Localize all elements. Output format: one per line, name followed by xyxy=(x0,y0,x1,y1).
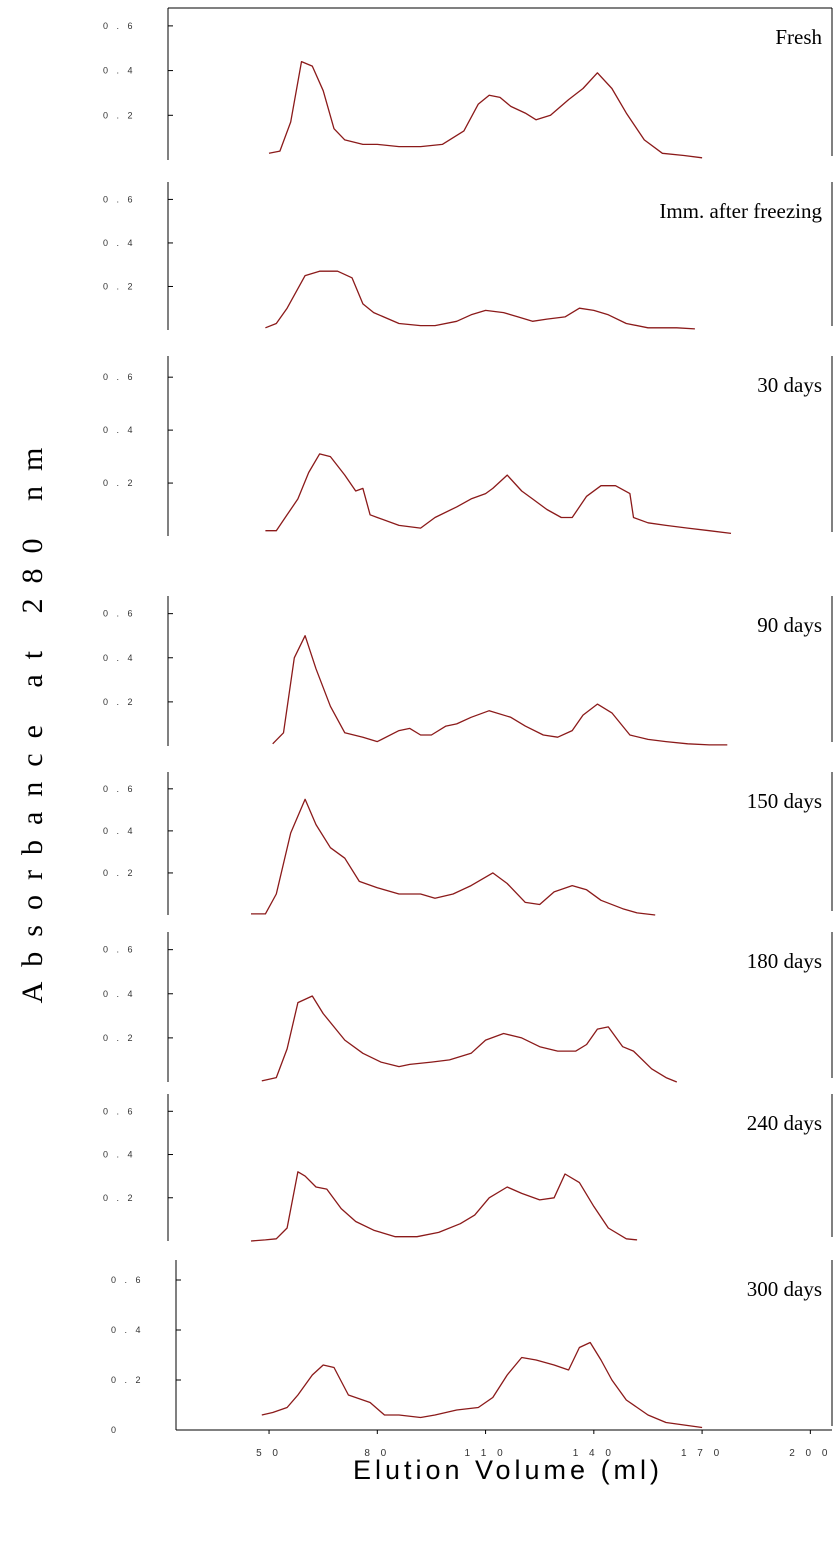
elution-trace xyxy=(269,62,702,158)
elution-trace xyxy=(262,996,677,1082)
panel-label: 180 days xyxy=(747,949,822,973)
panel-8: 0 . 6 0 . 4 0 . 2 0 300 days xyxy=(111,1260,832,1435)
elution-trace xyxy=(273,636,728,745)
y-tick-label: 0 . 2 xyxy=(103,110,136,120)
panel-1: 0 . 6 0 . 4 0 . 2 Fresh xyxy=(103,8,832,160)
y-tick-label: 0 . 6 xyxy=(103,784,136,794)
elution-trace xyxy=(262,1343,702,1428)
y-tick-label: 0 . 2 xyxy=(103,281,136,291)
panel-label: Imm. after freezing xyxy=(659,199,822,223)
y-tick-label: 0 . 2 xyxy=(103,1193,136,1203)
panel-stack: 0 . 6 0 . 4 0 . 2 Fresh 0 . 6 0 . 4 0 . 2 Imm. … xyxy=(103,8,832,1435)
panel-6: 0 . 6 0 . 4 0 . 2 180 days xyxy=(103,932,832,1082)
panel-5: 0 . 6 0 . 4 0 . 2 150 days xyxy=(103,772,832,915)
y-tick-label: 0 . 6 xyxy=(103,372,136,382)
panel-2: 0 . 6 0 . 4 0 . 2 Imm. after freezing xyxy=(103,182,832,330)
panel-label: 300 days xyxy=(747,1277,822,1301)
y-tick-label: 0 . 4 xyxy=(103,238,136,248)
y-tick-label: 0 . 6 xyxy=(103,194,136,204)
panel-label: 150 days xyxy=(747,789,822,813)
y-tick-label: 0 . 4 xyxy=(103,826,136,836)
y-tick-label: 0 xyxy=(111,1425,119,1435)
panel-4: 0 . 6 0 . 4 0 . 2 90 days xyxy=(103,596,832,746)
y-tick-label: 0 . 2 xyxy=(103,478,136,488)
elution-trace xyxy=(251,799,655,915)
x-axis-label: Elution Volume (ml) xyxy=(353,1455,663,1485)
y-tick-label: 0 . 6 xyxy=(111,1275,144,1285)
y-tick-label: 0 . 4 xyxy=(103,425,136,435)
y-tick-label: 0 . 4 xyxy=(103,1150,136,1160)
y-tick-label: 0 . 2 xyxy=(103,697,136,707)
panel-3: 0 . 6 0 . 4 0 . 2 30 days xyxy=(103,356,832,536)
y-tick-label: 0 . 6 xyxy=(103,609,136,619)
x-tick-label: 1 7 0 xyxy=(681,1448,723,1459)
panel-label: 30 days xyxy=(757,373,822,397)
panel-label: 240 days xyxy=(747,1111,822,1135)
y-tick-label: 0 . 6 xyxy=(103,21,136,31)
elution-trace xyxy=(251,1172,637,1241)
panel-7: 0 . 6 0 . 4 0 . 2 240 days xyxy=(103,1094,832,1241)
x-tick-label: 2 0 0 xyxy=(789,1448,831,1459)
panel-label: 90 days xyxy=(757,613,822,637)
y-tick-label: 0 . 2 xyxy=(103,1033,136,1043)
elution-trace xyxy=(265,454,731,534)
y-tick-label: 0 . 2 xyxy=(103,868,136,878)
y-axis-label: Absorbance at 280 nm xyxy=(16,433,49,1004)
panel-label: Fresh xyxy=(775,25,822,49)
y-tick-label: 0 . 4 xyxy=(103,66,136,76)
y-tick-label: 0 . 4 xyxy=(103,989,136,999)
y-tick-label: 0 . 6 xyxy=(103,945,136,955)
y-tick-label: 0 . 2 xyxy=(111,1375,144,1385)
y-tick-label: 0 . 4 xyxy=(111,1325,144,1335)
elution-trace xyxy=(265,271,695,329)
y-tick-label: 0 . 4 xyxy=(103,653,136,663)
x-tick-label: 5 0 xyxy=(256,1448,282,1459)
y-tick-label: 0 . 6 xyxy=(103,1106,136,1116)
